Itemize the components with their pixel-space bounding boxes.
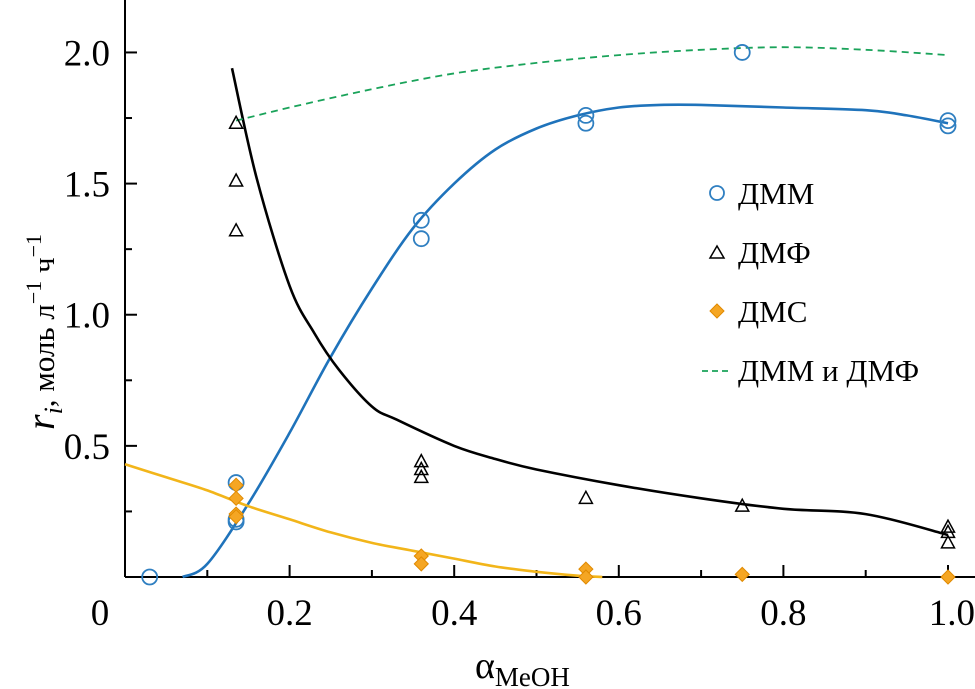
legend-item-dms: ДМС [709,294,807,329]
fit-curves [124,46,949,579]
data-point-triangle [940,534,956,549]
data-point-circle [577,114,595,132]
data-point-diamond [228,477,244,493]
y-tick-label: 0.5 [64,427,110,468]
y-axis-title-exp2: −1 [21,234,46,257]
fit-curve [230,67,949,537]
y-axis-title-rest: , моль л [26,304,61,407]
legend-marker-circle [709,185,725,201]
data-point-diamond [734,566,750,583]
data-point-diamond [228,490,244,507]
data-point-circle [412,230,430,248]
fit-curve [235,46,949,122]
legend: ДММ ДМФ ДМС ДММ и ДМФ [702,176,919,388]
x-tick-label: 0.6 [596,593,642,634]
data-point-circle [939,117,957,135]
data-point-circle [412,211,430,229]
data-point-diamond [940,569,956,585]
x-tick-label: 0.4 [431,593,477,634]
legend-item-dmm: ДММ [709,176,814,211]
x-axis-title: αMeOH [475,645,570,689]
legend-marker-diamond [709,303,725,319]
y-tick-label: 2.0 [64,33,110,74]
legend-label-dmm-dmf: ДММ и ДМФ [738,353,919,388]
x-tick-label: 0 [91,593,110,634]
data-point-triangle [413,468,430,484]
data-point-triangle [228,172,244,187]
legend-marker-triangle [708,244,726,259]
x-axis-title-sub: MeOH [495,662,570,689]
data-point-triangle [940,518,956,533]
data-point-circle [939,112,957,130]
x-tick-label: 1.0 [929,593,975,634]
data-point-diamond [413,556,429,572]
data-point-circle [733,44,751,61]
data-point-triangle [413,453,430,468]
legend-label-dmm: ДММ [738,176,814,211]
x-axis-title-main: α [475,645,495,687]
data-markers [141,44,957,586]
y-axis-title-exp1: −1 [21,281,46,304]
fit-curve [124,462,603,579]
y-axis-title: ri, моль л−1 ч−1 [18,234,68,430]
ticks: 0 0.2 0.4 0.6 0.8 1.0 0.5 1.0 1.5 2.0 [64,33,975,634]
legend-label-dmf: ДМФ [738,235,811,270]
x-tick-label: 0.2 [266,593,312,634]
axes [124,0,975,578]
data-point-triangle [734,497,751,512]
legend-label-dms: ДМС [738,294,807,329]
data-point-circle [577,107,595,124]
y-axis-title-main: r [18,414,63,430]
data-point-triangle [578,489,594,505]
data-point-triangle [228,114,244,130]
data-point-triangle [413,460,430,476]
data-point-triangle [228,222,244,237]
data-point-circle [141,568,159,586]
y-tick-label: 1.0 [64,296,110,337]
data-point-diamond [578,569,594,585]
y-axis-title-mid: ч [26,257,61,280]
legend-item-dmm-dmf: ДММ и ДМФ [702,353,919,388]
data-point-diamond [228,508,244,525]
x-tick-label: 0.8 [760,593,806,634]
y-tick-label: 1.5 [64,165,110,206]
y-axis-title-sub: i [39,407,68,414]
fit-curve [181,103,949,579]
legend-item-dmf: ДМФ [708,235,811,270]
